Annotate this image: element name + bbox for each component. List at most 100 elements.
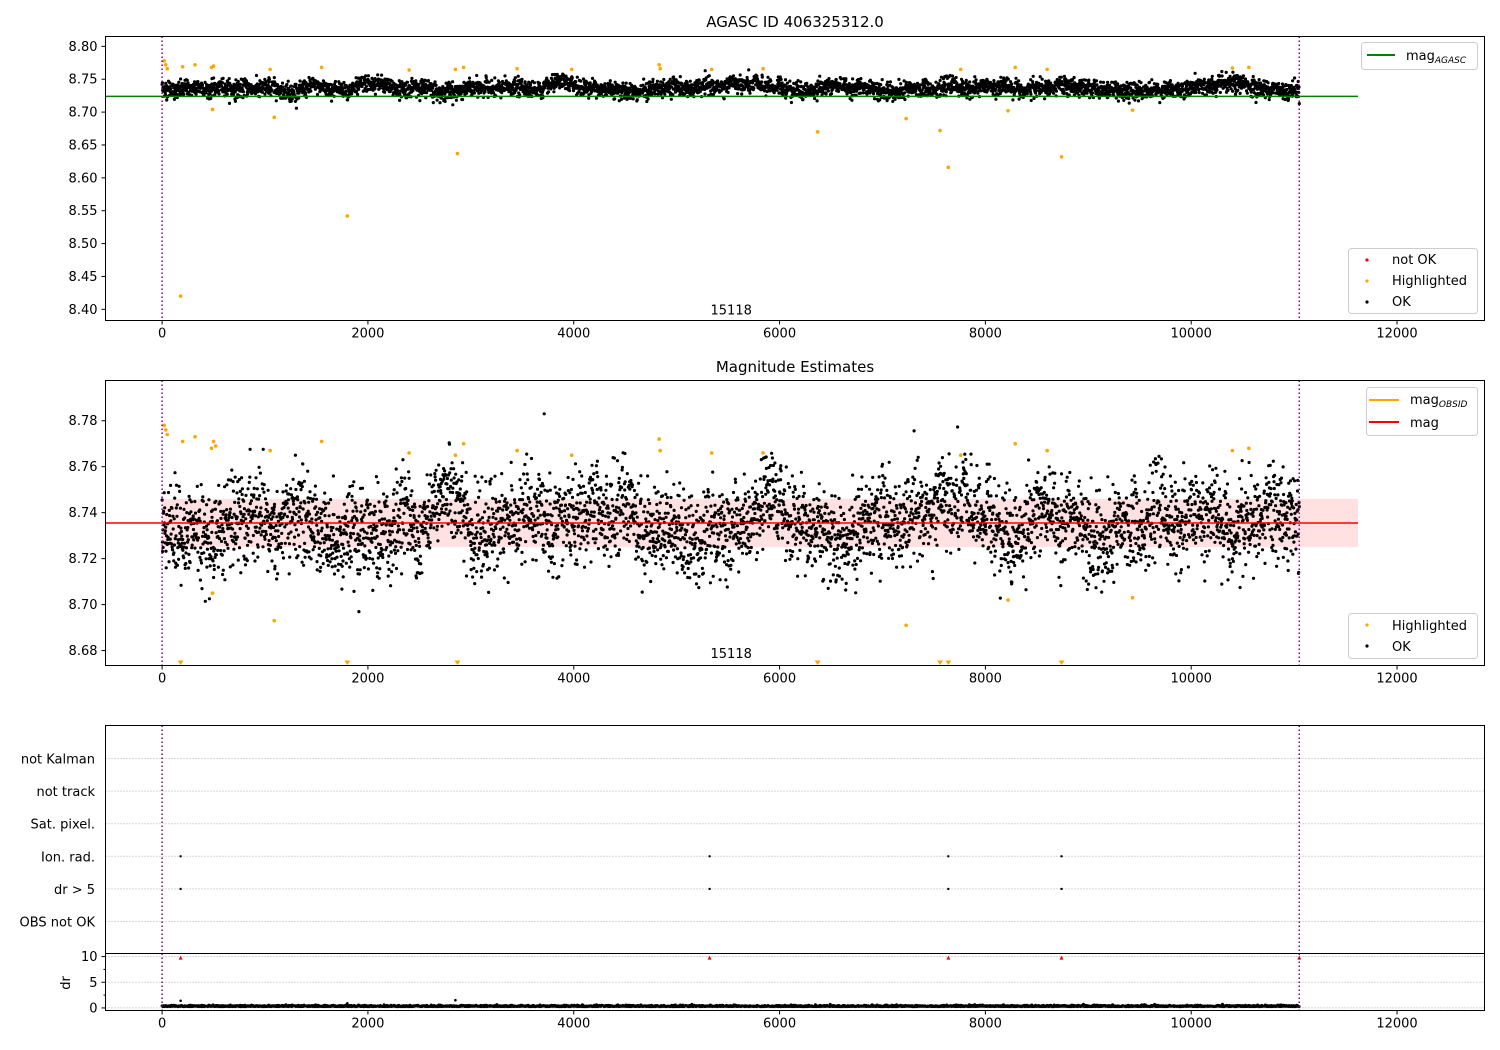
agasc-x-tick-label: 2000 [351, 327, 384, 342]
magnitude-below-axis-marker [937, 660, 944, 665]
agasc-x-axis: 0 2000 4000 6000 8000 10000 12000 [158, 320, 1418, 342]
magnitude-highlighted-point [319, 439, 324, 444]
legend-mag-obsid-label: magOBSID [1410, 393, 1468, 410]
magnitude-highlighted-point [453, 453, 458, 457]
agasc-y-tick-label: 8.40 [69, 303, 98, 318]
flags-x-tick-label: 12000 [1376, 1017, 1417, 1032]
agasc-panel: AGASC ID 406325312.0 0 2000 4000 6000 8000 10… [69, 13, 1485, 342]
flags-x-tick-label: 6000 [763, 1017, 796, 1032]
dr-outlier-point [454, 998, 457, 1002]
magnitude-axes-frame [105, 380, 1485, 666]
flag-point [708, 855, 711, 858]
flag-row-label: Sat. pixel. [31, 818, 95, 833]
agasc-x-tick-label: 6000 [763, 327, 796, 342]
agasc-highlighted-point [515, 66, 519, 71]
magnitude-below-axis-marker [454, 660, 461, 665]
magnitude-panel-title: Magnitude Estimates [716, 358, 874, 376]
agasc-highlighted-point [709, 67, 714, 72]
agasc-highlighted-point [1247, 65, 1251, 70]
agasc-x-tick-label: 10000 [1171, 327, 1212, 342]
agasc-highlighted-point [657, 62, 661, 67]
magnitude-highlighted-point [193, 435, 197, 439]
magnitude-highlighted-point [904, 623, 908, 628]
flags-x-tick-label: 10000 [1171, 1017, 1212, 1032]
magnitude-x-tick-label: 0 [158, 672, 166, 687]
agasc-highlighted-point [407, 68, 411, 72]
agasc-highlighted-point [319, 65, 324, 70]
agasc-highlighted-point [210, 107, 215, 112]
magnitude-highlighted-point [1230, 448, 1235, 453]
magnitude-highlighted-point [761, 451, 765, 455]
agasc-x-tick-label: 0 [158, 327, 166, 342]
legend2-highlighted-marker [1365, 623, 1369, 627]
magnitude-x-tick-label: 4000 [557, 672, 590, 687]
agasc-highlighted-point [272, 115, 277, 120]
agasc-panel-title: AGASC ID 406325312.0 [706, 13, 884, 31]
magnitude-y-tick-label: 8.76 [69, 460, 98, 475]
legend-highlighted-label: Highlighted [1392, 274, 1467, 289]
agasc-highlighted-point [1045, 67, 1049, 72]
magnitude-x-axis: 0 2000 4000 6000 8000 10000 12000 [158, 665, 1418, 687]
magnitude-highlighted-point [1013, 441, 1018, 446]
agasc-annotation: 15118 [711, 303, 752, 318]
agasc-highlighted-point [178, 294, 183, 298]
magnitude-below-axis-marker [344, 660, 351, 665]
magnitude-highlighted-point [272, 618, 277, 623]
flags-row-labels: not Kalman not track Sat. pixel. Ion. rad. d… [20, 753, 96, 931]
magnitude-highlighted-point [210, 591, 215, 595]
flags-x-axis: 0 2000 4000 6000 8000 10000 12000 [158, 1010, 1418, 1032]
legend-ok-marker [1365, 300, 1369, 304]
magnitude-x-tick-label: 8000 [969, 672, 1002, 687]
flag-row-label: not track [36, 785, 95, 800]
flags-x-tick-label: 4000 [557, 1017, 590, 1032]
agasc-highlighted-point [658, 66, 662, 71]
magnitude-y-tick-label: 8.78 [69, 414, 98, 429]
magnitude-highlighted-point [1130, 595, 1135, 600]
agasc-highlighted-point [180, 64, 185, 69]
agasc-y-tick-label: 8.60 [69, 171, 98, 186]
flags-panel: not Kalman not track Sat. pixel. Ion. rad. d… [20, 725, 1485, 1032]
dr-ok-points [160, 1002, 1301, 1009]
magnitude-highlighted-point [515, 448, 519, 453]
magnitude-y-tick-label: 8.72 [69, 552, 98, 567]
agasc-y-tick-label: 8.70 [69, 106, 98, 121]
agasc-highlighted-point [461, 65, 466, 70]
agasc-highlighted-point [1013, 65, 1018, 70]
agasc-y-tick-label: 8.45 [69, 270, 98, 285]
flag-point [708, 887, 711, 891]
magnitude-y-tick-label: 8.70 [69, 598, 98, 613]
flags-x-tick-label: 0 [158, 1017, 166, 1032]
flag-point [179, 855, 182, 858]
agasc-y-tick-label: 8.75 [69, 73, 98, 88]
magnitude-highlighted-point [163, 428, 168, 432]
agasc-highlighted-point [162, 59, 166, 63]
magnitude-below-axis-marker [814, 660, 821, 665]
dr-y-tick-label: 10 [81, 950, 98, 965]
agasc-highlighted-point [1230, 66, 1235, 70]
legend-not-ok-label: not OK [1392, 253, 1437, 268]
magnitude-annotation: 15118 [711, 647, 752, 662]
flag-point [1060, 855, 1063, 858]
agasc-highlighted-point [815, 130, 820, 134]
magnitude-highlighted-point [162, 423, 166, 428]
dr-outlier-point [179, 999, 182, 1003]
magnitude-highlighted-point [658, 448, 662, 453]
magnitude-highlighted-point [461, 441, 466, 446]
flag-point [947, 887, 950, 891]
agasc-highlighted-point [268, 67, 272, 72]
magnitude-highlighted-point [213, 444, 218, 448]
agasc-legend-top-box [1361, 42, 1478, 70]
agasc-highlighted-point [761, 66, 765, 71]
magnitude-below-axis-marker [177, 660, 184, 665]
magnitude-below-axis-marker [1058, 660, 1065, 665]
magnitude-y-tick-label: 8.74 [69, 506, 98, 521]
agasc-legend-mag-label: magAGASC [1406, 49, 1467, 66]
magnitude-x-tick-label: 2000 [351, 672, 384, 687]
flags-axes-frame [105, 725, 1485, 1011]
legend-highlighted-marker [1365, 279, 1369, 283]
agasc-y-tick-label: 8.50 [69, 237, 98, 252]
magnitude-x-tick-label: 10000 [1171, 672, 1212, 687]
legend2-highlighted-label: Highlighted [1392, 619, 1467, 634]
magnitude-plot-area [105, 380, 1358, 666]
